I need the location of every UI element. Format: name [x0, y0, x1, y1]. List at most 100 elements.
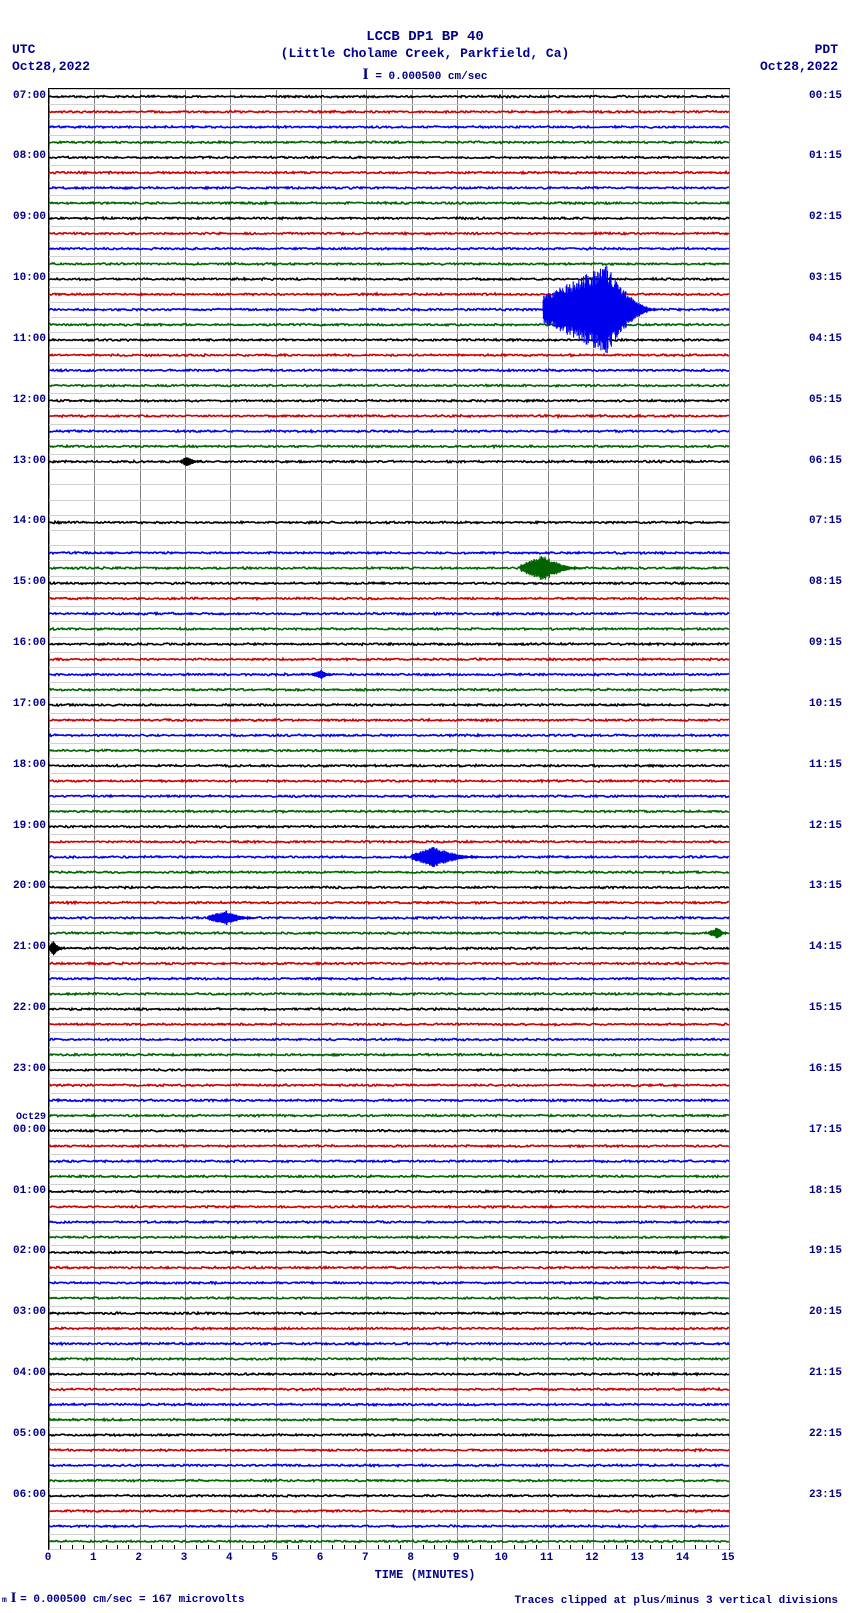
gridline-horizontal — [49, 849, 729, 850]
gridline-horizontal — [49, 408, 729, 409]
gridline-horizontal — [49, 697, 729, 698]
utc-time-label: 13:00 — [8, 455, 46, 467]
gridline-horizontal — [49, 804, 729, 805]
gridline-horizontal — [49, 606, 729, 607]
pdt-time-label: 08:15 — [809, 576, 842, 588]
gridline-horizontal — [49, 1473, 729, 1474]
gridline-horizontal — [49, 317, 729, 318]
pdt-time-label: 16:15 — [809, 1063, 842, 1075]
utc-time-label: 15:00 — [8, 576, 46, 588]
gridline-horizontal — [49, 1488, 729, 1489]
gridline-horizontal — [49, 667, 729, 668]
gridline-horizontal — [49, 287, 729, 288]
gridline-horizontal — [49, 652, 729, 653]
gridline-horizontal — [49, 1093, 729, 1094]
x-tick-label: 2 — [135, 1552, 142, 1564]
gridline-horizontal — [49, 1397, 729, 1398]
pdt-time-label: 02:15 — [809, 211, 842, 223]
gridline-horizontal — [49, 302, 729, 303]
gridline-horizontal — [49, 1184, 729, 1185]
gridline-horizontal — [49, 560, 729, 561]
gridline-horizontal — [49, 1534, 729, 1535]
pdt-time-label: 05:15 — [809, 394, 842, 406]
seismogram-plot — [48, 88, 730, 1550]
x-tick-label: 6 — [317, 1552, 324, 1564]
gridline-horizontal — [49, 743, 729, 744]
gridline-horizontal — [49, 1108, 729, 1109]
gridline-horizontal — [49, 272, 729, 273]
gridline-horizontal — [49, 819, 729, 820]
gridline-horizontal — [49, 195, 729, 196]
utc-time-label: 11:00 — [8, 333, 46, 345]
x-tick-label: 12 — [585, 1552, 598, 1564]
gridline-horizontal — [49, 713, 729, 714]
gridline-horizontal — [49, 150, 729, 151]
gridline-horizontal — [49, 104, 729, 105]
gridline-horizontal — [49, 1321, 729, 1322]
gridline-horizontal — [49, 1549, 729, 1550]
gridline-horizontal — [49, 1002, 729, 1003]
x-tick-label: 1 — [90, 1552, 97, 1564]
gridline-horizontal — [49, 637, 729, 638]
pdt-time-label: 18:15 — [809, 1185, 842, 1197]
utc-time-label: 12:00 — [8, 394, 46, 406]
pdt-time-label: 22:15 — [809, 1428, 842, 1440]
gridline-horizontal — [49, 728, 729, 729]
gridline-horizontal — [49, 1245, 729, 1246]
title-line-1: LCCB DP1 BP 40 — [0, 28, 850, 46]
utc-time-label: 19:00 — [8, 820, 46, 832]
gridline-horizontal — [49, 1230, 729, 1231]
pdt-time-label: 09:15 — [809, 637, 842, 649]
pdt-time-label: 13:15 — [809, 880, 842, 892]
gridline-horizontal — [49, 1306, 729, 1307]
utc-time-label: 22:00 — [8, 1002, 46, 1014]
chart-title: LCCB DP1 BP 40 (Little Cholame Creek, Pa… — [0, 28, 850, 63]
x-tick-label: 11 — [540, 1552, 553, 1564]
gridline-horizontal — [49, 1336, 729, 1337]
tz-left-label: UTC — [12, 42, 90, 59]
gridline-horizontal — [49, 773, 729, 774]
pdt-time-label: 04:15 — [809, 333, 842, 345]
utc-time-label: 05:00 — [8, 1428, 46, 1440]
gridline-horizontal — [49, 880, 729, 881]
gridline-horizontal — [49, 1138, 729, 1139]
utc-time-label: 04:00 — [8, 1367, 46, 1379]
gridline-horizontal — [49, 484, 729, 485]
gridline-horizontal — [49, 545, 729, 546]
gridline-horizontal — [49, 1154, 729, 1155]
left-date-prefix: Oct29 — [8, 1113, 46, 1123]
utc-time-label: 10:00 — [8, 272, 46, 284]
pdt-time-label: 07:15 — [809, 515, 842, 527]
gridline-horizontal — [49, 986, 729, 987]
gridline-horizontal — [49, 1503, 729, 1504]
gridline-horizontal — [49, 1412, 729, 1413]
utc-time-label: 18:00 — [8, 759, 46, 771]
pdt-time-label: 12:15 — [809, 820, 842, 832]
utc-time-label: 17:00 — [8, 698, 46, 710]
pdt-time-label: 20:15 — [809, 1306, 842, 1318]
pdt-time-label: 15:15 — [809, 1002, 842, 1014]
gridline-horizontal — [49, 469, 729, 470]
x-axis-title: TIME (MINUTES) — [0, 1568, 850, 1582]
title-line-2: (Little Cholame Creek, Parkfield, Ca) — [0, 46, 850, 63]
pdt-time-label: 00:15 — [809, 90, 842, 102]
gridline-horizontal — [49, 1017, 729, 1018]
gridline-horizontal — [49, 1169, 729, 1170]
gridline-horizontal — [49, 621, 729, 622]
gridline-horizontal — [49, 530, 729, 531]
gridline-horizontal — [49, 393, 729, 394]
utc-time-label: 16:00 — [8, 637, 46, 649]
gridline-horizontal — [49, 576, 729, 577]
gridline-horizontal — [49, 758, 729, 759]
gridline-horizontal — [49, 180, 729, 181]
utc-time-label: 08:00 — [8, 150, 46, 162]
gridline-horizontal — [49, 454, 729, 455]
seismogram-page: LCCB DP1 BP 40 (Little Cholame Creek, Pa… — [0, 0, 850, 1613]
gridline-horizontal — [49, 1290, 729, 1291]
gridline-horizontal — [49, 135, 729, 136]
x-tick-label: 10 — [495, 1552, 508, 1564]
pdt-time-label: 17:15 — [809, 1124, 842, 1136]
x-tick-marks — [49, 1541, 729, 1549]
utc-time-label: 01:00 — [8, 1185, 46, 1197]
gridline-horizontal — [49, 865, 729, 866]
